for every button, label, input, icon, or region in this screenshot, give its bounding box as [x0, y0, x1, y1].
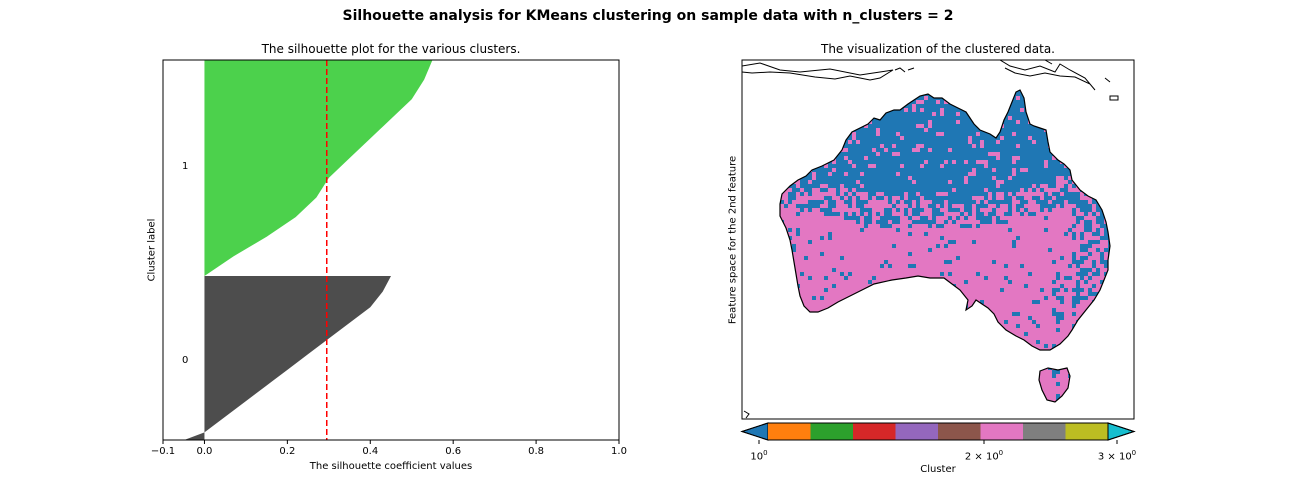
- silhouette-x-tick-label: 0.0: [196, 446, 213, 457]
- silhouette-x-tick-label: 0.4: [362, 446, 379, 457]
- silhouette-plot-frame: [162, 59, 620, 441]
- silhouette-x-tick-label: 0.8: [528, 446, 545, 457]
- colorbar-tick-1: 100: [750, 449, 768, 463]
- tasmania-coastline: [1038, 367, 1071, 403]
- colorbar-cell: [853, 423, 896, 440]
- map-plot-title: The visualization of the clustered data.: [821, 42, 1055, 56]
- silhouette-plot-title: The silhouette plot for the various clus…: [261, 42, 521, 56]
- colorbar-tick-2: 2 × 100: [964, 449, 1004, 463]
- colorbar-cell: [980, 423, 1024, 440]
- colorbar-outline: [740, 422, 1136, 441]
- silhouette-x-tick-label: −0.1: [150, 446, 176, 457]
- figure-suptitle: Silhouette analysis for KMeans clusterin…: [342, 8, 954, 24]
- colorbar-cell: [895, 423, 939, 440]
- australia-coastline: [779, 89, 1111, 351]
- colorbar-extend-right: [1107, 422, 1136, 441]
- silhouette-cluster-0: [184, 276, 391, 440]
- colorbar-cell: [938, 423, 981, 440]
- colorbar-cell: [810, 423, 854, 440]
- silhouette-cluster-label: 1: [182, 161, 189, 172]
- colorbar-cell: [768, 423, 811, 440]
- silhouette-x-axis-label: The silhouette coefficient values: [309, 461, 473, 472]
- colorbar-label: Cluster: [920, 464, 956, 475]
- colorbar-tick-3: 3 × 100: [1097, 449, 1137, 463]
- new-guinea-coastline: [742, 60, 1119, 419]
- colorbar-cell: [1023, 423, 1066, 440]
- colorbar-extend-left: [740, 422, 769, 441]
- silhouette-cluster-1: [204, 60, 433, 276]
- silhouette-x-tick-label: 0.6: [445, 446, 462, 457]
- map-frame: [741, 59, 1135, 420]
- silhouette-cluster-label: 0: [182, 355, 189, 366]
- silhouette-x-tick-label: 1.0: [611, 446, 627, 457]
- silhouette-x-tick-label: 0.2: [279, 446, 296, 457]
- colorbar-cell: [1065, 423, 1109, 440]
